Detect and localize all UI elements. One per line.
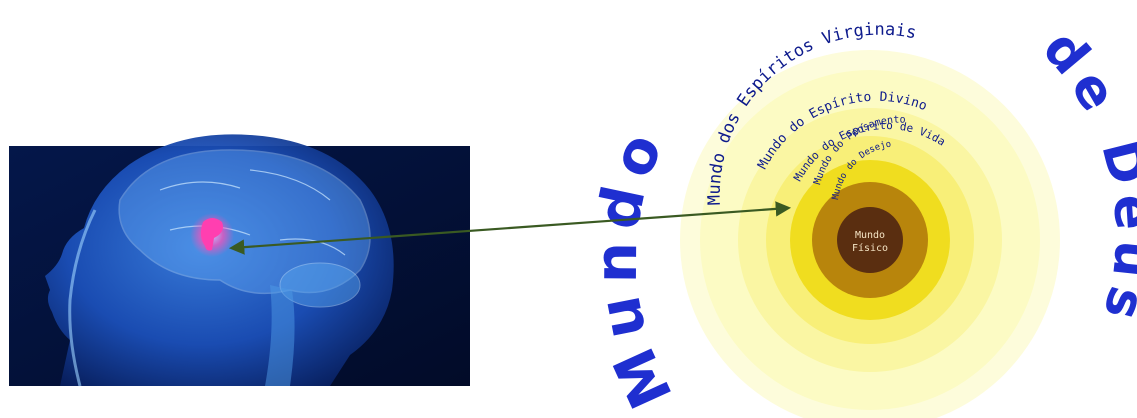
- center-label-line2: Físico: [852, 242, 888, 254]
- cerebellum: [279, 262, 361, 308]
- head-silhouette: [45, 134, 394, 386]
- brain-folds: [159, 169, 346, 256]
- pineal-gland: [200, 218, 223, 251]
- brain-head-illustration: [9, 134, 470, 387]
- ring-mundo-fisico: [837, 207, 903, 273]
- outer-label-left: Mundo: [582, 114, 686, 418]
- connector-arrow: [228, 201, 792, 255]
- center-label-line1: Mundo: [855, 230, 885, 241]
- face-highlight: [68, 209, 97, 387]
- brainstem: [265, 285, 295, 386]
- worlds-rings: Mundo dos Espíritos Virginais Mundo do E…: [680, 20, 1060, 418]
